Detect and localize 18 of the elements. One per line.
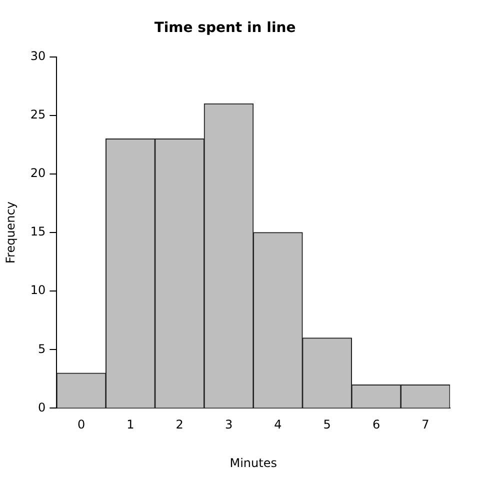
- x-tick-label: 6: [372, 418, 380, 432]
- x-tick-label: 1: [126, 418, 134, 432]
- y-tick-label: 15: [30, 224, 46, 239]
- y-tick-label: 10: [30, 283, 46, 298]
- x-tick-label: 2: [176, 418, 184, 432]
- x-tick-label: 5: [323, 418, 331, 432]
- y-tick-label: 0: [38, 400, 46, 414]
- y-tick-label: 30: [30, 48, 46, 63]
- y-tick-label: 5: [38, 342, 46, 356]
- y-axis-title: Frequency: [3, 202, 18, 264]
- x-tick-label: 0: [77, 418, 86, 432]
- y-tick-label: 20: [30, 166, 46, 180]
- x-tick-label: 4: [274, 418, 282, 432]
- x-tick-label: 3: [224, 418, 233, 432]
- x-axis-title: Minutes: [230, 456, 277, 470]
- y-tick-label: 25: [30, 107, 46, 122]
- chart-title: Time spent in line: [154, 20, 296, 36]
- x-tick-label: 7: [422, 418, 430, 432]
